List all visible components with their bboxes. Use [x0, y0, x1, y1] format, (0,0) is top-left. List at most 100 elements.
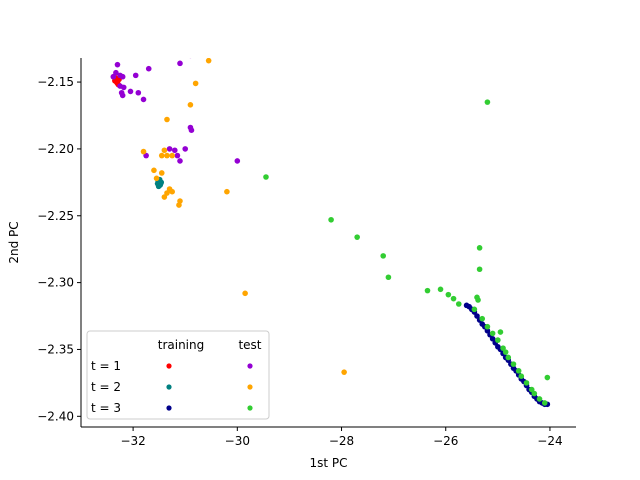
point-test-3 — [523, 380, 530, 386]
y-tick-label: −2.40 — [37, 409, 74, 423]
axes — [80, 58, 576, 428]
point-test-3 — [450, 295, 457, 302]
point-test-1 — [166, 146, 173, 152]
point-test-2 — [224, 188, 230, 195]
point-test-3 — [500, 345, 506, 351]
point-training-3 — [474, 313, 480, 319]
point-test-2 — [161, 147, 168, 154]
point-test-3 — [489, 330, 496, 337]
legend-marker-test — [247, 405, 253, 411]
point-test-3 — [380, 253, 387, 259]
point-test-3 — [541, 400, 548, 406]
point-test-2 — [158, 170, 165, 176]
point-test-2 — [187, 101, 194, 108]
point-test-2 — [242, 290, 248, 297]
point-test-3 — [531, 390, 538, 397]
legend-marker-test — [247, 384, 253, 390]
point-training-3 — [489, 335, 496, 342]
point-test-3 — [544, 374, 551, 381]
point-test-3 — [536, 396, 543, 402]
point-test-3 — [263, 174, 269, 180]
point-test-2 — [164, 116, 170, 123]
point-test-3 — [502, 349, 509, 355]
point-test-3 — [476, 266, 483, 273]
point-test-1 — [234, 158, 241, 164]
legend-marker-test — [247, 363, 253, 369]
x-ticks: −32 −30 −28 −26 −24 — [120, 427, 563, 448]
x-tick-label: −26 — [433, 434, 458, 448]
point-test-2 — [169, 152, 175, 159]
legend-row-t3: t = 3 — [91, 401, 121, 415]
point-test-1 — [145, 65, 152, 72]
point-test-3 — [505, 354, 512, 361]
point-test-2 — [153, 175, 160, 182]
legend-row-t2: t = 2 — [91, 380, 121, 394]
y-tick-label: −2.15 — [37, 75, 74, 89]
point-test-3 — [495, 337, 501, 343]
y-tick-label: −2.25 — [37, 209, 74, 223]
point-test-1 — [182, 146, 189, 152]
legend-marker-training — [166, 384, 172, 390]
point-test-3 — [424, 287, 431, 294]
point-test-1 — [189, 58, 192, 59]
y-tick-label: −2.30 — [37, 276, 74, 290]
point-test-2 — [164, 152, 170, 159]
point-test-3 — [518, 373, 525, 379]
point-test-3 — [455, 301, 462, 307]
point-test-3 — [515, 368, 522, 374]
legend-markers — [166, 363, 253, 411]
point-test-3 — [385, 274, 392, 281]
point-test-2 — [205, 58, 212, 64]
point-test-1 — [119, 92, 126, 99]
point-test-1 — [143, 152, 149, 159]
point-test-2 — [140, 148, 147, 155]
point-test-3 — [528, 386, 535, 393]
point-test-3 — [484, 99, 491, 105]
point-test-2 — [341, 369, 347, 375]
point-test-1 — [113, 69, 119, 76]
y-tick-label: −2.20 — [37, 142, 74, 156]
legend-header-training: training — [158, 338, 205, 352]
point-test-3 — [437, 286, 444, 293]
legend-marker-training — [166, 363, 172, 369]
point-test-2 — [176, 202, 182, 208]
legend-row-t1: t = 1 — [91, 359, 121, 373]
x-axis-label: 1st PC — [309, 456, 347, 470]
point-test-3 — [475, 297, 481, 303]
point-test-1 — [119, 73, 126, 80]
point-test-2 — [164, 190, 170, 196]
y-tick-label: −2.35 — [37, 342, 74, 356]
point-test-2 — [158, 152, 165, 159]
point-test-1 — [140, 96, 147, 103]
point-test-1 — [135, 89, 142, 96]
point-test-3 — [445, 291, 452, 298]
y-axis-label: 2nd PC — [7, 221, 21, 263]
point-test-1 — [188, 127, 195, 133]
point-test-1 — [171, 147, 178, 154]
point-test-3 — [497, 329, 504, 335]
point-test-1 — [132, 72, 139, 79]
point-test-3 — [328, 216, 334, 223]
point-test-1 — [127, 88, 134, 95]
point-test-3 — [510, 361, 517, 367]
point-test-2 — [192, 80, 199, 87]
point-test-1 — [177, 60, 183, 67]
point-test-1 — [174, 152, 181, 159]
point-training-2 — [158, 179, 165, 186]
point-test-1 — [177, 158, 183, 164]
point-training-3 — [484, 327, 491, 334]
x-tick-label: −24 — [537, 434, 562, 448]
y-ticks: −2.15 −2.20 −2.25 −2.30 −2.35 −2.40 — [37, 75, 81, 423]
point-test-3 — [479, 315, 486, 322]
point-test-2 — [151, 167, 157, 174]
point-test-2 — [169, 188, 175, 195]
point-test-3 — [354, 234, 360, 240]
point-test-1 — [110, 73, 117, 80]
legend-marker-training — [166, 405, 172, 411]
x-tick-label: −32 — [120, 434, 145, 448]
data-points — [110, 58, 551, 408]
x-tick-label: −30 — [225, 434, 250, 448]
point-test-2 — [161, 194, 168, 200]
legend-header-test: test — [238, 338, 261, 352]
